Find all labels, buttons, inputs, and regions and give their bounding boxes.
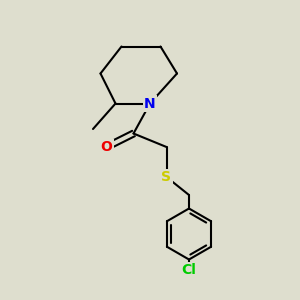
Text: Cl: Cl <box>182 263 196 277</box>
Text: O: O <box>100 140 112 154</box>
Text: N: N <box>144 97 156 110</box>
Text: S: S <box>161 170 172 184</box>
